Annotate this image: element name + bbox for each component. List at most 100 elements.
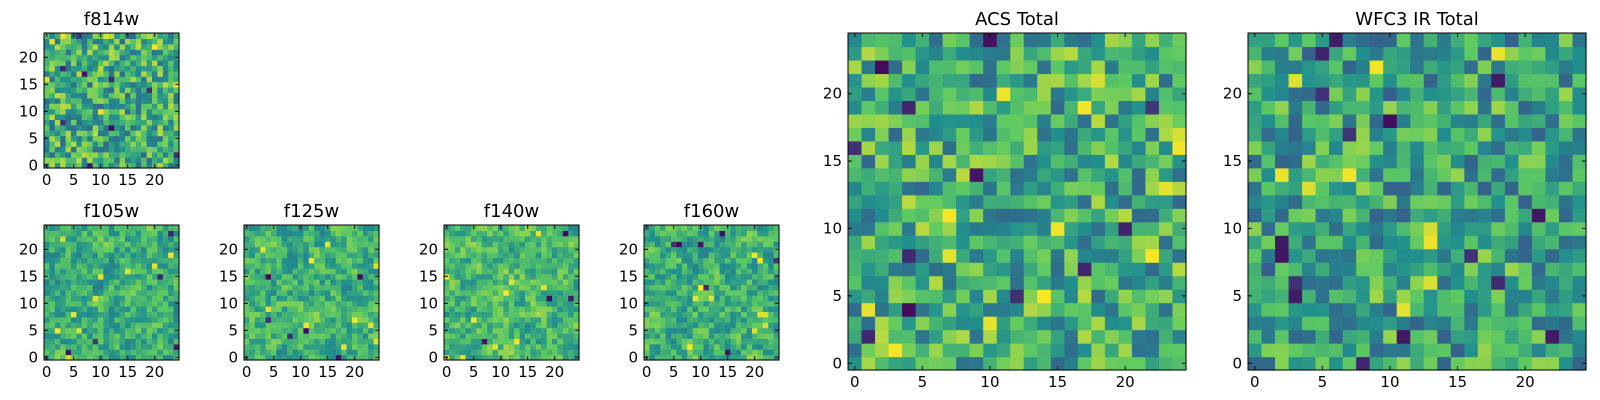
heatmap-cell: [352, 241, 358, 248]
heatmap-cell: [481, 235, 488, 242]
y-tick-label: 15: [1223, 152, 1242, 170]
heatmap-cell: [65, 33, 72, 39]
heatmap-cell: [281, 306, 288, 312]
heatmap-cell: [1504, 275, 1519, 290]
heatmap-cell: [287, 306, 294, 312]
heatmap-cell: [692, 295, 699, 302]
heatmap-cell: [454, 349, 461, 356]
heatmap-cell: [168, 262, 175, 269]
heatmap-cell: [298, 279, 304, 285]
heatmap-cell: [487, 300, 494, 307]
heatmap-cell: [249, 289, 256, 296]
heatmap-cell: [476, 273, 483, 280]
heatmap-cell: [1504, 343, 1519, 358]
heatmap-cell: [44, 311, 50, 318]
heatmap-cell: [514, 322, 521, 329]
heatmap-cell: [1288, 167, 1303, 182]
heatmap-cell: [44, 124, 50, 131]
heatmap-cell: [81, 230, 88, 237]
heatmap-cell: [508, 322, 515, 329]
heatmap-cell: [454, 257, 461, 264]
heatmap-cell: [249, 241, 256, 248]
heatmap-cell: [1315, 248, 1330, 263]
heatmap-cell: [130, 333, 137, 339]
heatmap-cell: [514, 316, 521, 323]
heatmap-cell: [1410, 113, 1425, 128]
heatmap-cell: [902, 100, 917, 115]
heatmap-cell: [649, 273, 656, 280]
heatmap-cell: [162, 119, 169, 126]
heatmap-cells: [644, 225, 780, 361]
heatmap-cell: [44, 257, 50, 264]
heatmap-cell: [1464, 302, 1479, 317]
heatmap-cell: [541, 252, 548, 258]
heatmap-cell: [103, 289, 110, 296]
heatmap-cell: [541, 311, 548, 318]
heatmap-cell: [141, 349, 148, 356]
heatmap-cell: [692, 246, 699, 253]
heatmap-cell: [168, 316, 175, 323]
heatmap-cell: [557, 343, 564, 350]
heatmap-cell: [1356, 73, 1371, 88]
heatmap-cell: [162, 162, 169, 169]
heatmap-cell: [546, 295, 553, 302]
heatmap-cell: [929, 248, 944, 263]
heatmap-cell: [168, 87, 175, 93]
heatmap-cell: [76, 146, 83, 153]
heatmap-cell: [319, 295, 326, 302]
heatmap-cell: [1131, 302, 1147, 317]
heatmap-cell: [1261, 167, 1276, 182]
heatmap-cell: [135, 97, 142, 104]
heatmap-cell: [346, 322, 353, 329]
heatmap-cell: [929, 356, 944, 371]
heatmap-cell: [352, 333, 358, 339]
heatmap-cell: [1077, 167, 1092, 182]
heatmap-cell: [1342, 208, 1357, 223]
heatmap-cell: [514, 262, 521, 269]
heatmap-cell: [996, 140, 1011, 155]
heatmap-cell: [76, 43, 83, 50]
heatmap-cell: [535, 322, 542, 329]
heatmap-cell: [1383, 289, 1398, 304]
heatmap-cell: [49, 157, 56, 164]
heatmap-cell: [848, 289, 863, 304]
heatmap-cell: [362, 295, 369, 302]
heatmap-cell: [1545, 248, 1560, 263]
heatmap-cell: [1558, 275, 1574, 290]
heatmap-cell: [568, 316, 575, 323]
heatmap-cell: [573, 235, 580, 242]
heatmap-cell: [1275, 86, 1290, 101]
heatmap-cell: [352, 279, 358, 285]
heatmap-cell: [888, 262, 903, 277]
heatmap-cell: [762, 306, 769, 312]
heatmap-cell: [573, 289, 580, 296]
heatmap-cell: [714, 311, 721, 318]
heatmap-cell: [168, 306, 175, 312]
heatmap-cell: [135, 146, 142, 153]
heatmap-cell: [660, 268, 667, 275]
heatmap-cell: [54, 230, 61, 237]
heatmap-cell: [325, 295, 331, 302]
heatmap-cell: [108, 322, 115, 329]
heatmap-cell: [1477, 167, 1492, 182]
heatmap-cell: [303, 262, 310, 269]
heatmap-cell: [768, 333, 775, 339]
heatmap-cell: [983, 46, 998, 61]
heatmap-cell: [888, 100, 903, 115]
heatmap-cell: [103, 92, 110, 99]
heatmap-cell: [346, 268, 353, 275]
heatmap-cell: [942, 302, 957, 317]
heatmap-cell: [92, 97, 99, 104]
heatmap-cell: [135, 157, 142, 164]
heatmap-cell: [362, 354, 369, 361]
heatmap-cell: [1158, 127, 1174, 142]
heatmap-cell: [519, 284, 526, 291]
heatmap-cell: [44, 92, 50, 99]
heatmap-cell: [308, 273, 315, 280]
heatmap-cell: [330, 354, 337, 361]
heatmap-cell: [969, 73, 984, 88]
heatmap-cell: [1491, 194, 1506, 209]
heatmap-cell: [1504, 127, 1519, 142]
heatmap-cell: [1369, 194, 1384, 209]
heatmap-cell: [173, 295, 180, 302]
